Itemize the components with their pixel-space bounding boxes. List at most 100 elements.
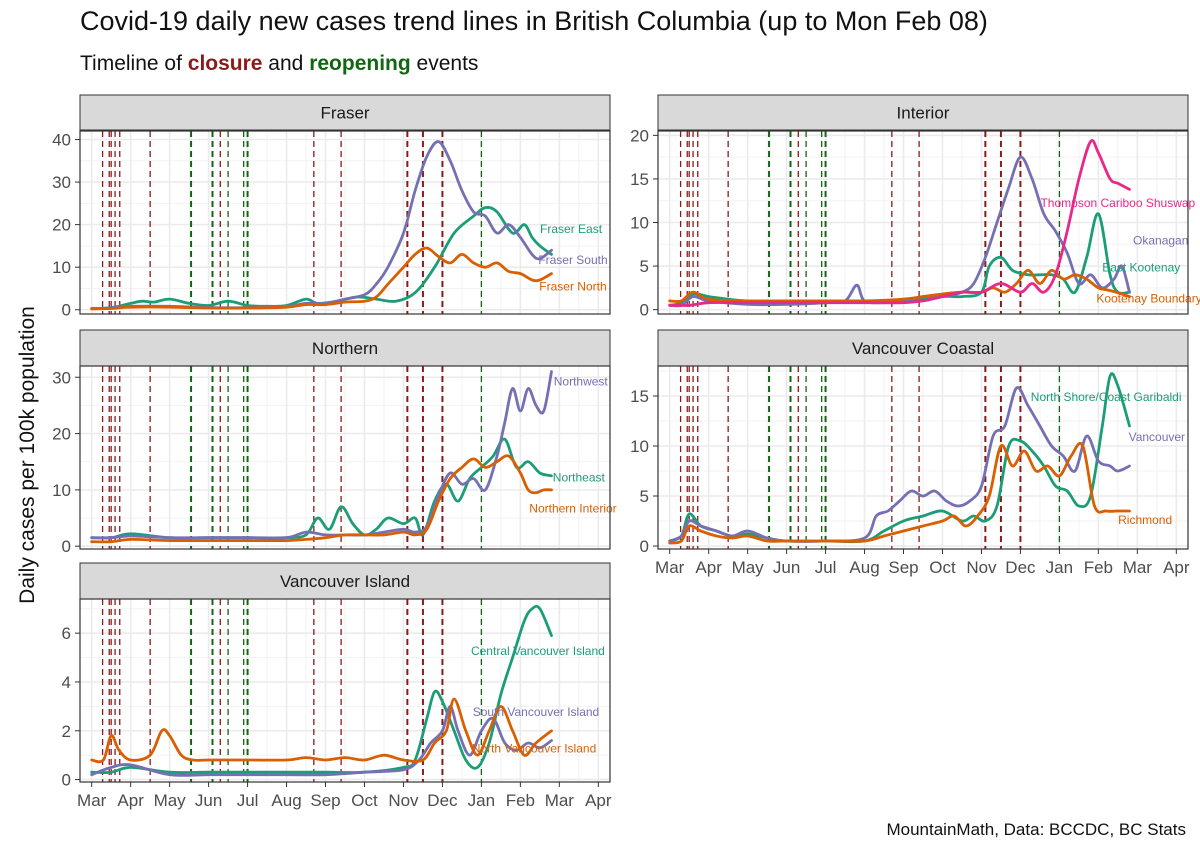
panel-border bbox=[79, 365, 611, 550]
series-label: Fraser South bbox=[538, 253, 607, 267]
y-tick-label: 20 bbox=[52, 216, 71, 235]
x-tick-label: Sep bbox=[310, 791, 340, 810]
series-label: Thompson Cariboo Shuswap bbox=[1040, 196, 1195, 210]
x-tick-label: Nov bbox=[966, 558, 997, 577]
panel-title: Vancouver Coastal bbox=[852, 339, 994, 358]
subtitle-closure: closure bbox=[187, 52, 263, 75]
subtitle-middle: and bbox=[262, 52, 310, 75]
x-tick-label: Aug bbox=[271, 791, 301, 810]
panel-northern: Northern Northwest Northeast Northern Inter… bbox=[52, 329, 617, 556]
x-tick-label: Oct bbox=[351, 791, 378, 810]
x-tick-label: May bbox=[154, 791, 187, 810]
x-tick-label: Apr bbox=[585, 791, 612, 810]
y-axis-title: Daily cases per 100k population bbox=[16, 306, 39, 604]
y-tick-label: 20 bbox=[630, 126, 649, 145]
y-tick-label: 0 bbox=[640, 301, 649, 320]
series-line-northern-interior bbox=[90, 454, 553, 544]
series-line-central-vancouver-island bbox=[90, 604, 553, 774]
y-tick-label: 2 bbox=[62, 722, 71, 741]
panel-border bbox=[657, 365, 1189, 550]
x-tick-label: Mar bbox=[545, 791, 575, 810]
panel-title: Interior bbox=[897, 104, 950, 123]
panel-strip bbox=[79, 329, 611, 367]
y-tick-label: 0 bbox=[62, 771, 71, 790]
series-label: South Vancouver Island bbox=[473, 705, 600, 719]
y-tick-label: 30 bbox=[52, 368, 71, 387]
y-tick-label: 5 bbox=[640, 487, 649, 506]
series-line-richmond bbox=[668, 441, 1131, 545]
series-label: East Kootenay bbox=[1102, 260, 1180, 274]
series-line-northwest bbox=[90, 370, 553, 540]
x-tick-label: Feb bbox=[1084, 558, 1113, 577]
series-line-north-vancouver-island bbox=[90, 697, 553, 764]
series-label: Fraser East bbox=[540, 222, 603, 236]
x-tick-label: Dec bbox=[427, 791, 458, 810]
x-tick-label: Apr bbox=[695, 558, 722, 577]
x-tick-label: Jan bbox=[1046, 558, 1073, 577]
x-tick-label: Apr bbox=[117, 791, 144, 810]
series-label: Northeast bbox=[553, 470, 606, 484]
panel-title: Fraser bbox=[320, 104, 369, 123]
y-tick-label: 15 bbox=[630, 387, 649, 406]
series-label: Vancouver bbox=[1129, 430, 1185, 444]
y-tick-label: 6 bbox=[62, 624, 71, 643]
x-tick-label: Jun bbox=[195, 791, 222, 810]
panel-border bbox=[79, 130, 611, 315]
series-label: North Shore/Coast Garibaldi bbox=[1031, 390, 1182, 404]
x-tick-label: Dec bbox=[1005, 558, 1036, 577]
panel-fraser: Fraser Fraser East Fraser South Fraser Nort… bbox=[52, 94, 611, 320]
chart-subtitle: Timeline of closure and reopening events bbox=[80, 52, 478, 76]
chart-caption: MountainMath, Data: BCCDC, BC Stats bbox=[886, 820, 1186, 839]
y-tick-label: 10 bbox=[630, 214, 649, 233]
x-tick-label: May bbox=[732, 558, 765, 577]
x-tick-label: Mar bbox=[655, 558, 685, 577]
panel-vancouver-island: Vancouver Island Central Vancouver Island… bbox=[62, 562, 612, 810]
y-tick-label: 30 bbox=[52, 173, 71, 192]
x-tick-label: Jun bbox=[773, 558, 800, 577]
series-label: Okanagan bbox=[1133, 233, 1188, 247]
y-tick-label: 10 bbox=[52, 481, 71, 500]
y-tick-label: 15 bbox=[630, 170, 649, 189]
series-label: Kootenay Boundary bbox=[1096, 292, 1200, 306]
y-tick-label: 10 bbox=[630, 437, 649, 456]
panel-title: Northern bbox=[312, 339, 378, 358]
x-tick-label: Mar bbox=[77, 791, 107, 810]
x-tick-label: Jan bbox=[468, 791, 495, 810]
series-line-south-vancouver-island bbox=[90, 705, 553, 777]
panel-strip bbox=[657, 329, 1189, 367]
y-tick-label: 0 bbox=[640, 537, 649, 556]
series-line-okanagan bbox=[668, 155, 1131, 308]
panel-strip bbox=[657, 94, 1189, 131]
series-line-thompson-cariboo-shuswap bbox=[668, 139, 1131, 307]
x-tick-label: Jul bbox=[815, 558, 837, 577]
y-tick-label: 20 bbox=[52, 425, 71, 444]
panel-title: Vancouver Island bbox=[280, 572, 410, 591]
y-tick-label: 0 bbox=[62, 537, 71, 556]
panel-strip bbox=[79, 94, 611, 131]
subtitle-suffix: events bbox=[410, 52, 479, 75]
panel-interior: Interior Thompson Cariboo Shuswap Okanagan… bbox=[630, 94, 1200, 320]
y-tick-label: 4 bbox=[62, 673, 71, 692]
x-tick-label: Apr bbox=[1163, 558, 1190, 577]
series-label: Central Vancouver Island bbox=[471, 644, 605, 658]
x-tick-label: Sep bbox=[888, 558, 918, 577]
x-tick-label: Mar bbox=[1123, 558, 1153, 577]
series-label: Richmond bbox=[1118, 513, 1172, 527]
panel-vancouver-coastal: Vancouver Coastal North Shore/Coast Garib… bbox=[630, 329, 1190, 577]
panel-border bbox=[79, 598, 611, 783]
series-label: Northwest bbox=[554, 375, 609, 389]
x-tick-label: Oct bbox=[929, 558, 956, 577]
subtitle-reopening: reopening bbox=[309, 52, 411, 75]
subtitle-prefix: Timeline of bbox=[80, 52, 188, 75]
y-tick-label: 5 bbox=[640, 257, 649, 276]
series-label: Fraser North bbox=[539, 280, 606, 294]
series-label: North Vancouver Island bbox=[472, 742, 597, 756]
x-tick-label: Feb bbox=[506, 791, 535, 810]
series-label: Northern Interior bbox=[529, 501, 616, 515]
x-tick-label: Aug bbox=[849, 558, 879, 577]
x-tick-label: Jul bbox=[237, 791, 259, 810]
chart-title: Covid-19 daily new cases trend lines in … bbox=[80, 6, 988, 36]
series-line-vancouver bbox=[668, 386, 1131, 543]
y-tick-label: 0 bbox=[62, 301, 71, 320]
